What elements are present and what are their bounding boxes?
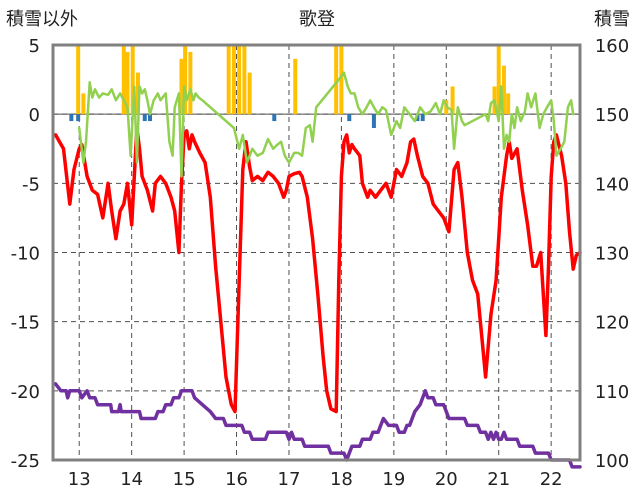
precip-bar (121, 45, 126, 115)
precip-bar (76, 45, 81, 115)
right-tick-labels: 160 150 140 130 120 110 100 (595, 36, 629, 472)
x-tick-label: 13 (68, 469, 91, 490)
precip-bar (293, 58, 298, 115)
left-tick-label: 5 (29, 36, 40, 57)
left-tick-label: -20 (11, 382, 40, 403)
right-tick-label: 110 (595, 382, 629, 403)
left-tick-label: -15 (11, 313, 40, 334)
left-tick-labels: 5 0 -5 -10 -15 -20 -25 (11, 36, 40, 472)
precip-bar (125, 51, 130, 115)
precip-bar (183, 45, 188, 115)
precip-bar (242, 45, 247, 115)
left-tick-label: -5 (22, 174, 40, 195)
plot-frame (51, 43, 582, 462)
precip-bar (501, 65, 506, 115)
precip-bar (247, 72, 252, 115)
precip-bar (450, 86, 455, 115)
precip-bar (339, 45, 344, 115)
sunshine-bar (142, 114, 147, 122)
x-tick-label: 17 (278, 469, 301, 490)
snow-depth-line (53, 382, 582, 469)
x-tick-label: 15 (173, 469, 196, 490)
x-tick-label: 16 (225, 469, 248, 490)
sunshine-bar (148, 114, 153, 122)
precip-bar (496, 45, 501, 115)
precip-bar (130, 45, 135, 115)
sunshine-bar (347, 114, 352, 122)
sunshine-bar (69, 114, 74, 122)
sunshine-bar (76, 114, 81, 122)
precip-bar (135, 72, 140, 115)
x-tick-label: 22 (540, 469, 563, 490)
sunshine-bar (272, 114, 277, 122)
precip-bar (226, 45, 231, 115)
wind-line (77, 71, 575, 178)
sunshine-bar (371, 114, 376, 128)
precip-bar (188, 51, 193, 115)
chart-title: 歌登 (299, 9, 335, 30)
x-tick-label: 19 (382, 469, 405, 490)
right-tick-label: 140 (595, 174, 629, 195)
x-tick-label: 20 (435, 469, 458, 490)
left-tick-label: -25 (11, 451, 40, 472)
left-tick-label: -10 (11, 244, 40, 265)
left-tick-label: 0 (29, 105, 40, 126)
right-tick-label: 130 (595, 244, 629, 265)
right-axis-label: 積雪 (594, 9, 630, 30)
precip-bar (237, 45, 242, 115)
x-tick-label: 14 (120, 469, 143, 490)
bar-layer (69, 45, 511, 128)
x-tick-label: 18 (330, 469, 353, 490)
x-tick-labels: 13 14 15 16 17 18 19 20 21 22 (68, 469, 563, 490)
sunshine-bar (420, 114, 425, 122)
right-tick-label: 150 (595, 105, 629, 126)
temperature-line (53, 126, 582, 414)
line-layer (53, 71, 582, 469)
precip-bar (506, 93, 511, 115)
right-tick-label: 160 (595, 36, 629, 57)
right-tick-label: 120 (595, 313, 629, 334)
precip-bar (81, 93, 86, 115)
left-axis-label: 積雪以外 (6, 9, 78, 30)
x-tick-label: 21 (487, 469, 510, 490)
precip-bar (334, 45, 339, 115)
precip-bar (179, 58, 184, 115)
precip-bar (231, 45, 236, 115)
right-tick-label: 100 (595, 451, 629, 472)
